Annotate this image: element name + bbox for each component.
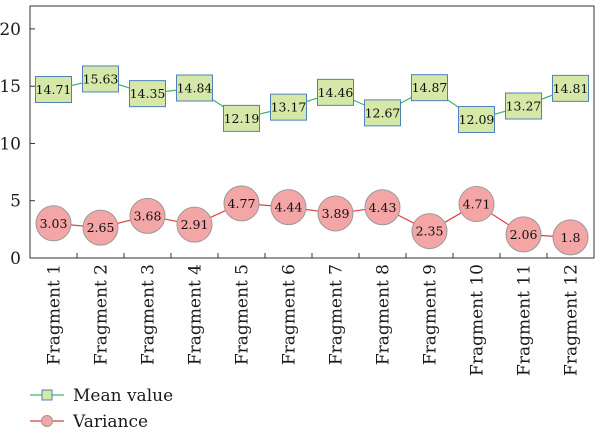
legend-item-circle: Variance: [30, 412, 148, 432]
legend: Mean value Variance: [30, 386, 173, 432]
data-label: 14.35: [130, 86, 166, 101]
legend-circle-icon: [41, 415, 53, 427]
x-category-label: Fragment 7: [327, 264, 347, 365]
x-category-label: Fragment 5: [233, 264, 253, 365]
data-label: 2.35: [416, 224, 444, 239]
data-label: 3.03: [40, 216, 68, 231]
mean-point-marker: [129, 80, 166, 108]
variance-point-marker: [458, 186, 495, 223]
data-label: 3.68: [134, 208, 162, 223]
data-label: 4.44: [275, 200, 303, 215]
variance-point-marker: [270, 189, 307, 226]
y-tick-label: 10: [0, 134, 21, 154]
variance-point-marker: [35, 205, 72, 242]
legend-square-icon: [41, 389, 53, 401]
data-label: 4.77: [228, 196, 256, 211]
data-label: 14.81: [553, 81, 589, 96]
x-category-label: Fragment 3: [139, 264, 159, 365]
variance-point-marker: [129, 197, 166, 234]
mean-point-marker: [364, 99, 401, 127]
data-label: 12.09: [459, 112, 495, 127]
data-label: 3.89: [322, 206, 350, 221]
mean-point-marker: [35, 76, 72, 104]
mean-point-marker: [505, 92, 542, 120]
data-label: 4.71: [463, 197, 491, 212]
data-label: 14.46: [318, 85, 354, 100]
legend-item-square: Mean value: [30, 386, 173, 406]
legend-label: Mean value: [73, 386, 173, 406]
data-label: 14.87: [412, 80, 448, 95]
data-label: 14.84: [177, 81, 213, 96]
x-category-label: Fragment 12: [562, 264, 582, 376]
mean-point-marker: [82, 65, 119, 93]
y-axis: 0 5 10 15 20: [0, 20, 35, 269]
x-category-label: Fragment 9: [421, 264, 441, 365]
x-category-label: Fragment 1: [45, 264, 65, 365]
data-label: 12.67: [365, 105, 401, 120]
mean-point-marker: [270, 93, 307, 121]
data-label: 15.63: [83, 71, 119, 86]
variance-point-marker: [317, 195, 354, 232]
y-tick-label: 15: [0, 77, 21, 97]
variance-point-marker: [505, 216, 542, 253]
variance-point-marker: [176, 206, 213, 243]
mean-point-marker: [411, 74, 448, 102]
mean-point-marker: [176, 74, 213, 102]
y-tick-label: 20: [0, 20, 21, 40]
variance-point-marker: [82, 209, 119, 246]
y-tick-label: 5: [10, 192, 21, 212]
data-label: 12.19: [224, 111, 260, 126]
series-circle: 3.03 2.65 3.68 2.91 4.77 4.44 3.89 4.43 2.35 4.71…: [35, 185, 589, 256]
y-tick-label: 0: [10, 249, 21, 269]
x-category-label: Fragment 2: [92, 264, 112, 365]
x-category-label: Fragment 10: [468, 264, 488, 376]
mean-point-marker: [223, 104, 260, 132]
series-layer: 14.71 15.63 14.35 14.84 12.19 13.17 14.46 12.67…: [35, 65, 589, 256]
data-label: 2.65: [87, 220, 115, 235]
x-category-label: Fragment 8: [374, 264, 394, 365]
data-label: 13.17: [271, 100, 307, 115]
x-axis: Fragment 1 Fragment 2 Fragment 3 Fragment 4…: [45, 253, 582, 376]
mean-point-marker: [317, 78, 354, 106]
variance-point-marker: [223, 185, 260, 222]
mean-point-marker: [552, 74, 589, 102]
data-label: 2.06: [510, 227, 538, 242]
data-label: 14.71: [36, 82, 72, 97]
data-label: 2.91: [181, 217, 209, 232]
x-category-label: Fragment 11: [515, 264, 535, 376]
legend-label: Variance: [72, 412, 148, 432]
variance-point-marker: [364, 189, 401, 226]
mean-point-marker: [458, 106, 495, 134]
data-label: 1.8: [561, 230, 581, 245]
data-label: 13.27: [506, 98, 542, 113]
variance-point-marker: [552, 219, 589, 256]
series-square: 14.71 15.63 14.35 14.84 12.19 13.17 14.46 12.67…: [35, 65, 589, 134]
x-category-label: Fragment 6: [280, 264, 300, 365]
data-label: 4.43: [369, 200, 397, 215]
variance-point-marker: [411, 213, 448, 250]
x-category-label: Fragment 4: [186, 264, 206, 365]
